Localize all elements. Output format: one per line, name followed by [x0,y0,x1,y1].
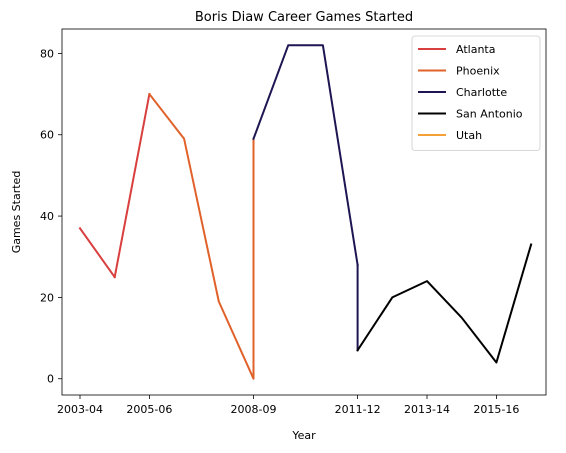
chart-title: Boris Diaw Career Games Started [195,10,413,25]
x-axis-label: Year [291,429,316,442]
y-tick-label: 20 [40,291,54,304]
legend-label-charlotte: Charlotte [456,86,507,99]
x-tick-label: 2003-04 [57,403,103,416]
y-tick-label: 60 [40,129,54,142]
series-connector-0 [113,92,151,279]
plot-frame [61,28,547,396]
y-axis-ticks: 0 20 40 60 80 [40,47,62,386]
legend-label-atlanta: Atlanta [456,43,495,56]
y-tick-label: 0 [47,373,54,386]
series-line-san-antonio [356,243,533,364]
plot-marks [78,44,533,380]
y-tick-label: 40 [40,210,54,223]
x-tick-label: 2008-09 [231,403,277,416]
series-line-atlanta [78,226,117,279]
x-axis-ticks: 2003-04 2005-06 2008-09 2011-12 2013-14 2015-… [57,395,519,416]
legend-label-san-antonio: San Antonio [456,108,523,121]
legend-label-phoenix: Phoenix [456,65,500,78]
x-tick-label: 2015-16 [473,403,519,416]
series-line-charlotte [252,44,359,267]
x-tick-label: 2011-12 [335,403,381,416]
y-tick-label: 80 [40,47,54,60]
legend: Atlanta Phoenix Charlotte San Antonio Utah [411,35,541,151]
x-tick-label: 2013-14 [404,403,450,416]
y-axis-label: Games Started [10,171,23,254]
legend-label-utah: Utah [456,129,482,142]
legend-box [411,35,541,151]
x-tick-label: 2005-06 [126,403,172,416]
series-line-phoenix [147,92,255,380]
